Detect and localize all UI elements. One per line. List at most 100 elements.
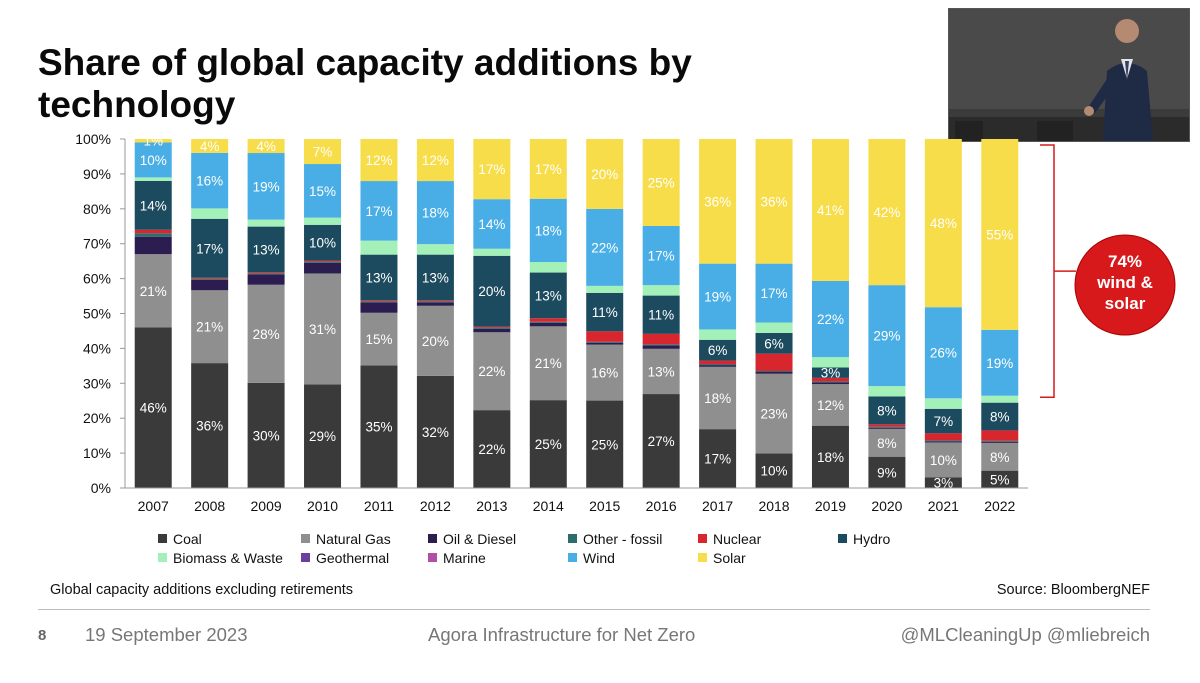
- bar-segment-solar-2015: [586, 139, 624, 209]
- data-label-solar-2017: 36%: [704, 194, 731, 209]
- bar-segment-wind-2021: [924, 307, 962, 399]
- x-tick-label: 2015: [589, 498, 620, 514]
- bar-segment-otherfossil-2015: [586, 341, 624, 343]
- data-label-solar-2020: 42%: [873, 205, 900, 220]
- x-tick-label: 2009: [251, 498, 282, 514]
- bar-segment-coal-2017: [699, 429, 737, 488]
- bar-segment-oil-2022: [981, 441, 1019, 443]
- data-label-hydro-2011: 13%: [365, 270, 392, 285]
- legend-item-geothermal: Geothermal: [301, 549, 428, 566]
- bar-segment-hydro-2017: [699, 339, 737, 361]
- bar-segment-biomass-2010: [304, 217, 342, 225]
- footer-date: 19 September 2023: [85, 624, 248, 645]
- legend-label-wind: Wind: [583, 549, 615, 566]
- x-tick-label: 2019: [815, 498, 846, 514]
- bar-segment-biomass-2018: [755, 322, 793, 333]
- footer-handles: @MLCleaningUp @mliebreich: [900, 624, 1150, 645]
- data-label-wind-2022: 19%: [986, 356, 1013, 371]
- legend-label-gas: Natural Gas: [316, 530, 391, 547]
- y-tick-label: 10%: [83, 445, 111, 461]
- y-tick-label: 20%: [83, 410, 111, 426]
- bar-segment-otherfossil-2007: [134, 233, 172, 237]
- data-label-gas-2011: 15%: [365, 332, 392, 347]
- bar-segment-wind-2009: [247, 153, 285, 220]
- bar-segment-hydro-2013: [473, 255, 511, 327]
- bar-segment-otherfossil-2020: [868, 426, 906, 428]
- data-label-solar-2014: 17%: [535, 162, 562, 177]
- data-label-wind-2014: 18%: [535, 223, 562, 238]
- bar-segment-wind-2015: [586, 208, 624, 286]
- legend-label-solar: Solar: [713, 549, 746, 566]
- bar-segment-otherfossil-2017: [699, 364, 737, 366]
- bar-segment-nuclear-2022: [981, 430, 1019, 441]
- bar-segment-coal-2013: [473, 410, 511, 488]
- x-tick-label: 2016: [646, 498, 677, 514]
- data-label-wind-2009: 19%: [253, 179, 280, 194]
- legend-item-marine: Marine: [428, 549, 568, 566]
- callout-circle: [1074, 234, 1176, 336]
- data-label-solar-2010: 7%: [313, 145, 333, 160]
- legend-item-oil: Oil & Diesel: [428, 530, 568, 547]
- data-label-solar-2008: 4%: [200, 139, 220, 154]
- legend-label-biomass: Biomass & Waste: [173, 549, 283, 566]
- bar-segment-solar-2021: [924, 139, 962, 308]
- data-label-gas-2018: 23%: [761, 407, 788, 422]
- data-label-wind-2008: 16%: [196, 174, 223, 189]
- bar-segment-gas-2022: [981, 442, 1019, 471]
- bar-segment-solar-2019: [811, 139, 849, 281]
- data-label-gas-2016: 13%: [648, 364, 675, 379]
- bar-segment-coal-2022: [981, 470, 1019, 488]
- bar-segment-hydro-2022: [981, 402, 1019, 431]
- y-tick-label: 80%: [83, 201, 111, 217]
- bar-segment-coal-2011: [360, 365, 398, 488]
- bar-segment-oil-2012: [416, 302, 454, 306]
- data-label-gas-2013: 22%: [478, 364, 505, 379]
- bar-segment-nuclear-2018: [755, 353, 793, 371]
- bar-segment-solar-2018: [755, 139, 793, 264]
- slide-title: Share of global capacity additions by te…: [38, 42, 692, 125]
- bar-segment-hydro-2010: [304, 224, 342, 261]
- data-label-coal-2017: 17%: [704, 452, 731, 467]
- bar-segment-hydro-2009: [247, 226, 285, 273]
- bar-segment-nuclear-2020: [868, 424, 906, 427]
- bar-segment-solar-2012: [416, 139, 454, 182]
- bar-segment-otherfossil-2010: [304, 261, 342, 263]
- data-label-coal-2008: 36%: [196, 419, 223, 434]
- legend-swatch-gas: [301, 534, 310, 543]
- bar-segment-hydro-2014: [529, 272, 567, 319]
- bar-segment-otherfossil-2008: [191, 278, 229, 280]
- data-label-solar-2022: 55%: [986, 227, 1013, 242]
- bar-segment-solar-2016: [642, 139, 680, 226]
- data-label-hydro-2020: 8%: [877, 403, 897, 418]
- bar-segment-oil-2016: [642, 345, 680, 349]
- bar-segment-wind-2018: [755, 263, 793, 323]
- y-tick-label: 0%: [91, 480, 111, 496]
- data-label-wind-2017: 19%: [704, 290, 731, 305]
- bar-segment-solar-2017: [699, 139, 737, 264]
- bar-segment-biomass-2012: [416, 244, 454, 255]
- legend-label-marine: Marine: [443, 549, 486, 566]
- bar-segment-otherfossil-2022: [981, 440, 1019, 442]
- bar-segment-coal-2016: [642, 394, 680, 488]
- bar-segment-biomass-2009: [247, 219, 285, 227]
- data-label-solar-2016: 25%: [648, 175, 675, 190]
- legend-swatch-oil: [428, 534, 437, 543]
- bar-segment-otherfossil-2009: [247, 273, 285, 275]
- bar-segment-biomass-2020: [868, 386, 906, 397]
- bar-segment-nuclear-2016: [642, 333, 680, 345]
- bar-segment-gas-2014: [529, 326, 567, 401]
- bar-segment-gas-2008: [191, 290, 229, 364]
- bar-segment-coal-2019: [811, 425, 849, 488]
- bar-segment-wind-2013: [473, 199, 511, 249]
- bar-segment-gas-2021: [924, 442, 962, 478]
- data-label-solar-2021: 48%: [930, 216, 957, 231]
- bar-segment-oil-2018: [755, 372, 793, 374]
- bar-segment-oil-2014: [529, 322, 567, 327]
- bar-segment-otherfossil-2016: [642, 344, 680, 346]
- bar-segment-solar-2007: [134, 139, 172, 143]
- data-label-solar-2007: 1%: [143, 134, 163, 149]
- x-tick-label: 2013: [476, 498, 507, 514]
- data-label-coal-2007: 46%: [140, 401, 167, 416]
- bar-segment-coal-2010: [304, 384, 342, 488]
- data-label-coal-2020: 9%: [877, 465, 897, 480]
